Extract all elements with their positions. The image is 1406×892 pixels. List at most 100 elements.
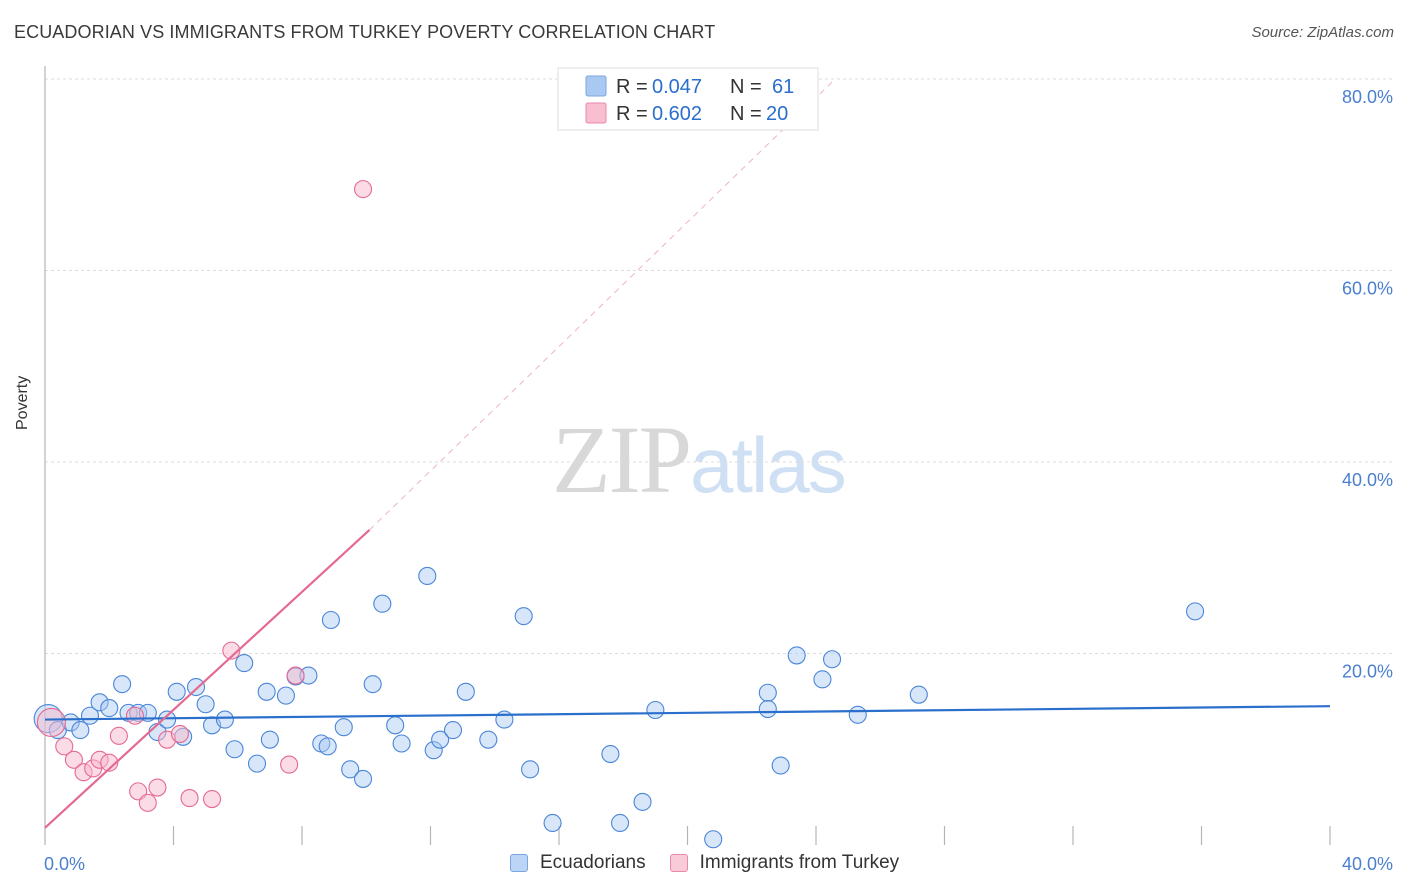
tick-labels: 20.0% 40.0% 60.0% 80.0% 0.0% 40.0% xyxy=(44,87,1393,874)
ecuadorian-point-7 xyxy=(113,675,132,694)
legend-swatch-blue xyxy=(585,75,607,97)
ecuadorian-point-12 xyxy=(158,710,177,729)
ecuadorian-point-45 xyxy=(521,760,540,779)
ecuadorian-point-42 xyxy=(479,730,498,749)
watermark: ZIPatlas xyxy=(552,404,847,515)
ecuadorian-point-38 xyxy=(424,741,443,760)
ecuadorian-point-28 xyxy=(318,737,337,756)
turkey-point-15 xyxy=(203,789,222,809)
turkey-point-13 xyxy=(170,724,189,743)
legend-r-label-2: R = xyxy=(616,103,648,125)
ecuadorian-point-48 xyxy=(610,813,630,833)
x-tick-label-0: 0.0% xyxy=(44,854,85,874)
y-tick-label-2: 60.0% xyxy=(1342,279,1393,299)
legend-r-value-2: 0.602 xyxy=(652,103,702,125)
turkey-point-17 xyxy=(280,755,299,774)
turkey-trend-line xyxy=(44,529,371,829)
ecuadorian-point-55 xyxy=(787,646,806,665)
ecuadorian-point-47 xyxy=(601,744,620,764)
ecuadorian-point-3 xyxy=(71,721,90,740)
turkey-point-10 xyxy=(138,793,157,812)
ecuadorian-point-60 xyxy=(1186,602,1205,621)
trend-lines xyxy=(44,78,1331,829)
ecuadorian-point-16 xyxy=(196,695,215,714)
ecuadorian-point-36 xyxy=(392,734,411,753)
ecuadorians-label: Ecuadorians xyxy=(540,852,646,873)
ecuadorian-point-44 xyxy=(514,607,533,626)
ecuadorian-point-37 xyxy=(418,566,437,585)
turkey-point-6 xyxy=(100,753,119,772)
turkey-point-1 xyxy=(55,737,74,756)
ecuadorian-point-6 xyxy=(100,699,119,718)
legend-n-value-1: 61 xyxy=(772,76,794,98)
watermark-zip: ZIP xyxy=(552,406,692,513)
ecuadorian-point-54 xyxy=(771,756,790,775)
x-tick-label-1: 40.0% xyxy=(1342,854,1393,874)
ecuadorian-point-18 xyxy=(215,710,234,729)
legend-n-value-2: 20 xyxy=(766,103,788,125)
ecuadorian-point-32 xyxy=(353,769,373,788)
gridlines xyxy=(45,78,1394,654)
legend-n-label-2: N = xyxy=(730,103,762,125)
turkey-label: Immigrants from Turkey xyxy=(699,852,900,873)
ecuadorians-swatch xyxy=(510,854,528,872)
y-tick-label-1: 40.0% xyxy=(1342,470,1393,490)
ecuadorian-point-19 xyxy=(225,740,244,759)
turkey-point-8 xyxy=(125,706,144,725)
ecuadorian-point-23 xyxy=(260,730,279,749)
turkey-point-11 xyxy=(148,778,167,797)
ecuadorian-point-50 xyxy=(646,700,665,720)
y-tick-label-0: 20.0% xyxy=(1342,662,1393,682)
legend-r-label-1: R = xyxy=(616,76,648,98)
legend-r-value-1: 0.047 xyxy=(652,76,702,98)
turkey-point-16 xyxy=(222,641,241,660)
turkey-point-0 xyxy=(36,707,66,737)
ecuadorian-point-15 xyxy=(186,677,206,697)
turkey-trend-line-extension xyxy=(369,78,836,531)
source-label: Source: ZipAtlas.com xyxy=(1251,24,1394,41)
chart-title: ECUADORIAN VS IMMIGRANTS FROM TURKEY POV… xyxy=(14,22,716,42)
ecuadorian-trend-line xyxy=(44,705,1331,721)
data-points xyxy=(33,180,1205,849)
y-tick-label-3: 80.0% xyxy=(1342,87,1393,107)
ecuadorian-point-57 xyxy=(823,650,842,669)
ecuadorian-point-5 xyxy=(90,693,109,712)
ecuadorian-point-31 xyxy=(341,760,360,779)
turkey-point-2 xyxy=(64,750,83,769)
ecuadorian-point-52 xyxy=(758,683,777,702)
ecuadorian-point-20 xyxy=(235,654,254,673)
legend-n-label-1: N = xyxy=(730,76,762,98)
ecuadorian-point-35 xyxy=(386,716,405,735)
ecuadorian-point-24 xyxy=(276,686,295,705)
turkey-swatch xyxy=(669,854,688,872)
ecuadorian-point-53 xyxy=(758,699,777,719)
ecuadorian-point-58 xyxy=(848,705,867,724)
turkey-point-14 xyxy=(180,789,199,808)
legend-swatch-pink xyxy=(585,102,607,124)
ecuadorian-point-29 xyxy=(321,610,340,630)
ecuadorian-point-51 xyxy=(704,830,723,849)
ecuadorian-point-40 xyxy=(443,721,463,740)
bottom-legend-item-turkey: Immigrants from Turkey xyxy=(669,852,900,874)
axes xyxy=(44,66,1331,845)
ecuadorian-point-13 xyxy=(167,682,186,701)
turkey-point-19 xyxy=(353,180,373,199)
watermark-atlas: atlas xyxy=(690,421,847,509)
ecuadorian-point-22 xyxy=(257,682,276,701)
turkey-point-18 xyxy=(286,666,305,685)
legend: R = 0.047 N = 61 R = 0.602 N = 20 xyxy=(557,67,819,131)
ecuadorian-point-33 xyxy=(363,675,382,694)
ecuadorian-point-34 xyxy=(373,594,392,613)
ecuadorian-point-39 xyxy=(431,730,450,749)
bottom-legend-item-ecuadorians: Ecuadorians xyxy=(510,852,646,874)
ecuadorian-point-41 xyxy=(456,682,475,701)
ecuadorian-point-59 xyxy=(909,685,928,704)
ecuadorian-point-49 xyxy=(633,792,652,811)
ecuadorian-point-56 xyxy=(813,670,832,689)
bottom-legend: Ecuadorians Immigrants from Turkey xyxy=(510,852,923,874)
ecuadorian-point-21 xyxy=(247,754,267,773)
ecuadorian-point-46 xyxy=(543,813,562,833)
turkey-point-7 xyxy=(109,726,128,745)
ecuadorian-point-30 xyxy=(334,718,353,737)
